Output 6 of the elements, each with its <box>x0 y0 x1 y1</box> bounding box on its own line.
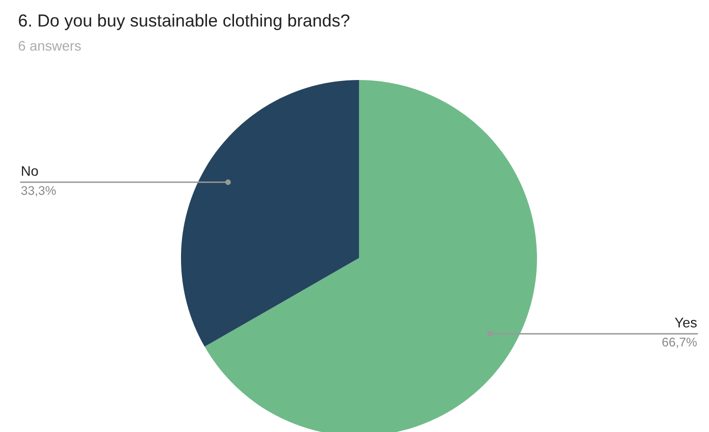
chart-title: 6. Do you buy sustainable clothing brands? <box>18 14 350 30</box>
slice-label: No <box>22 166 38 176</box>
slice-label: Yes <box>674 318 697 328</box>
chart-subtitle: 6 answers <box>18 40 81 51</box>
data-label: 66,7% <box>662 338 697 348</box>
data-label: 33,3% <box>21 186 56 196</box>
